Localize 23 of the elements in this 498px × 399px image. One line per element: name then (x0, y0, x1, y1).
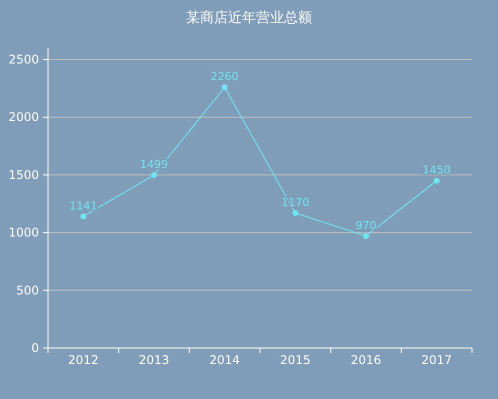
data-label: 2260 (210, 70, 239, 84)
point (363, 233, 369, 240)
point (434, 178, 440, 184)
y-tick-label: 2500 (8, 52, 39, 67)
x-tick-label: 2014 (209, 353, 240, 367)
data-label: 970 (356, 219, 376, 232)
point (80, 213, 86, 220)
y-tick-label: 1000 (8, 226, 39, 240)
chart-title: 某商店近年营业总额 (186, 10, 312, 26)
x-tick-label: 2016 (350, 353, 382, 367)
y-tick-label: 0 (31, 341, 39, 355)
x-tick-label: 2017 (421, 353, 452, 367)
point (222, 84, 228, 90)
y-tick-label: 500 (16, 283, 39, 298)
point (292, 210, 298, 216)
point (151, 172, 157, 178)
x-tick-label: 2013 (138, 353, 170, 367)
x-tick-label: 2012 (68, 353, 99, 367)
data-label: 1450 (422, 164, 451, 177)
x-tick-label: 2015 (280, 353, 311, 367)
y-tick-label: 2000 (8, 110, 39, 124)
y-tick-label: 1500 (8, 168, 39, 182)
data-label: 1141 (69, 199, 98, 212)
